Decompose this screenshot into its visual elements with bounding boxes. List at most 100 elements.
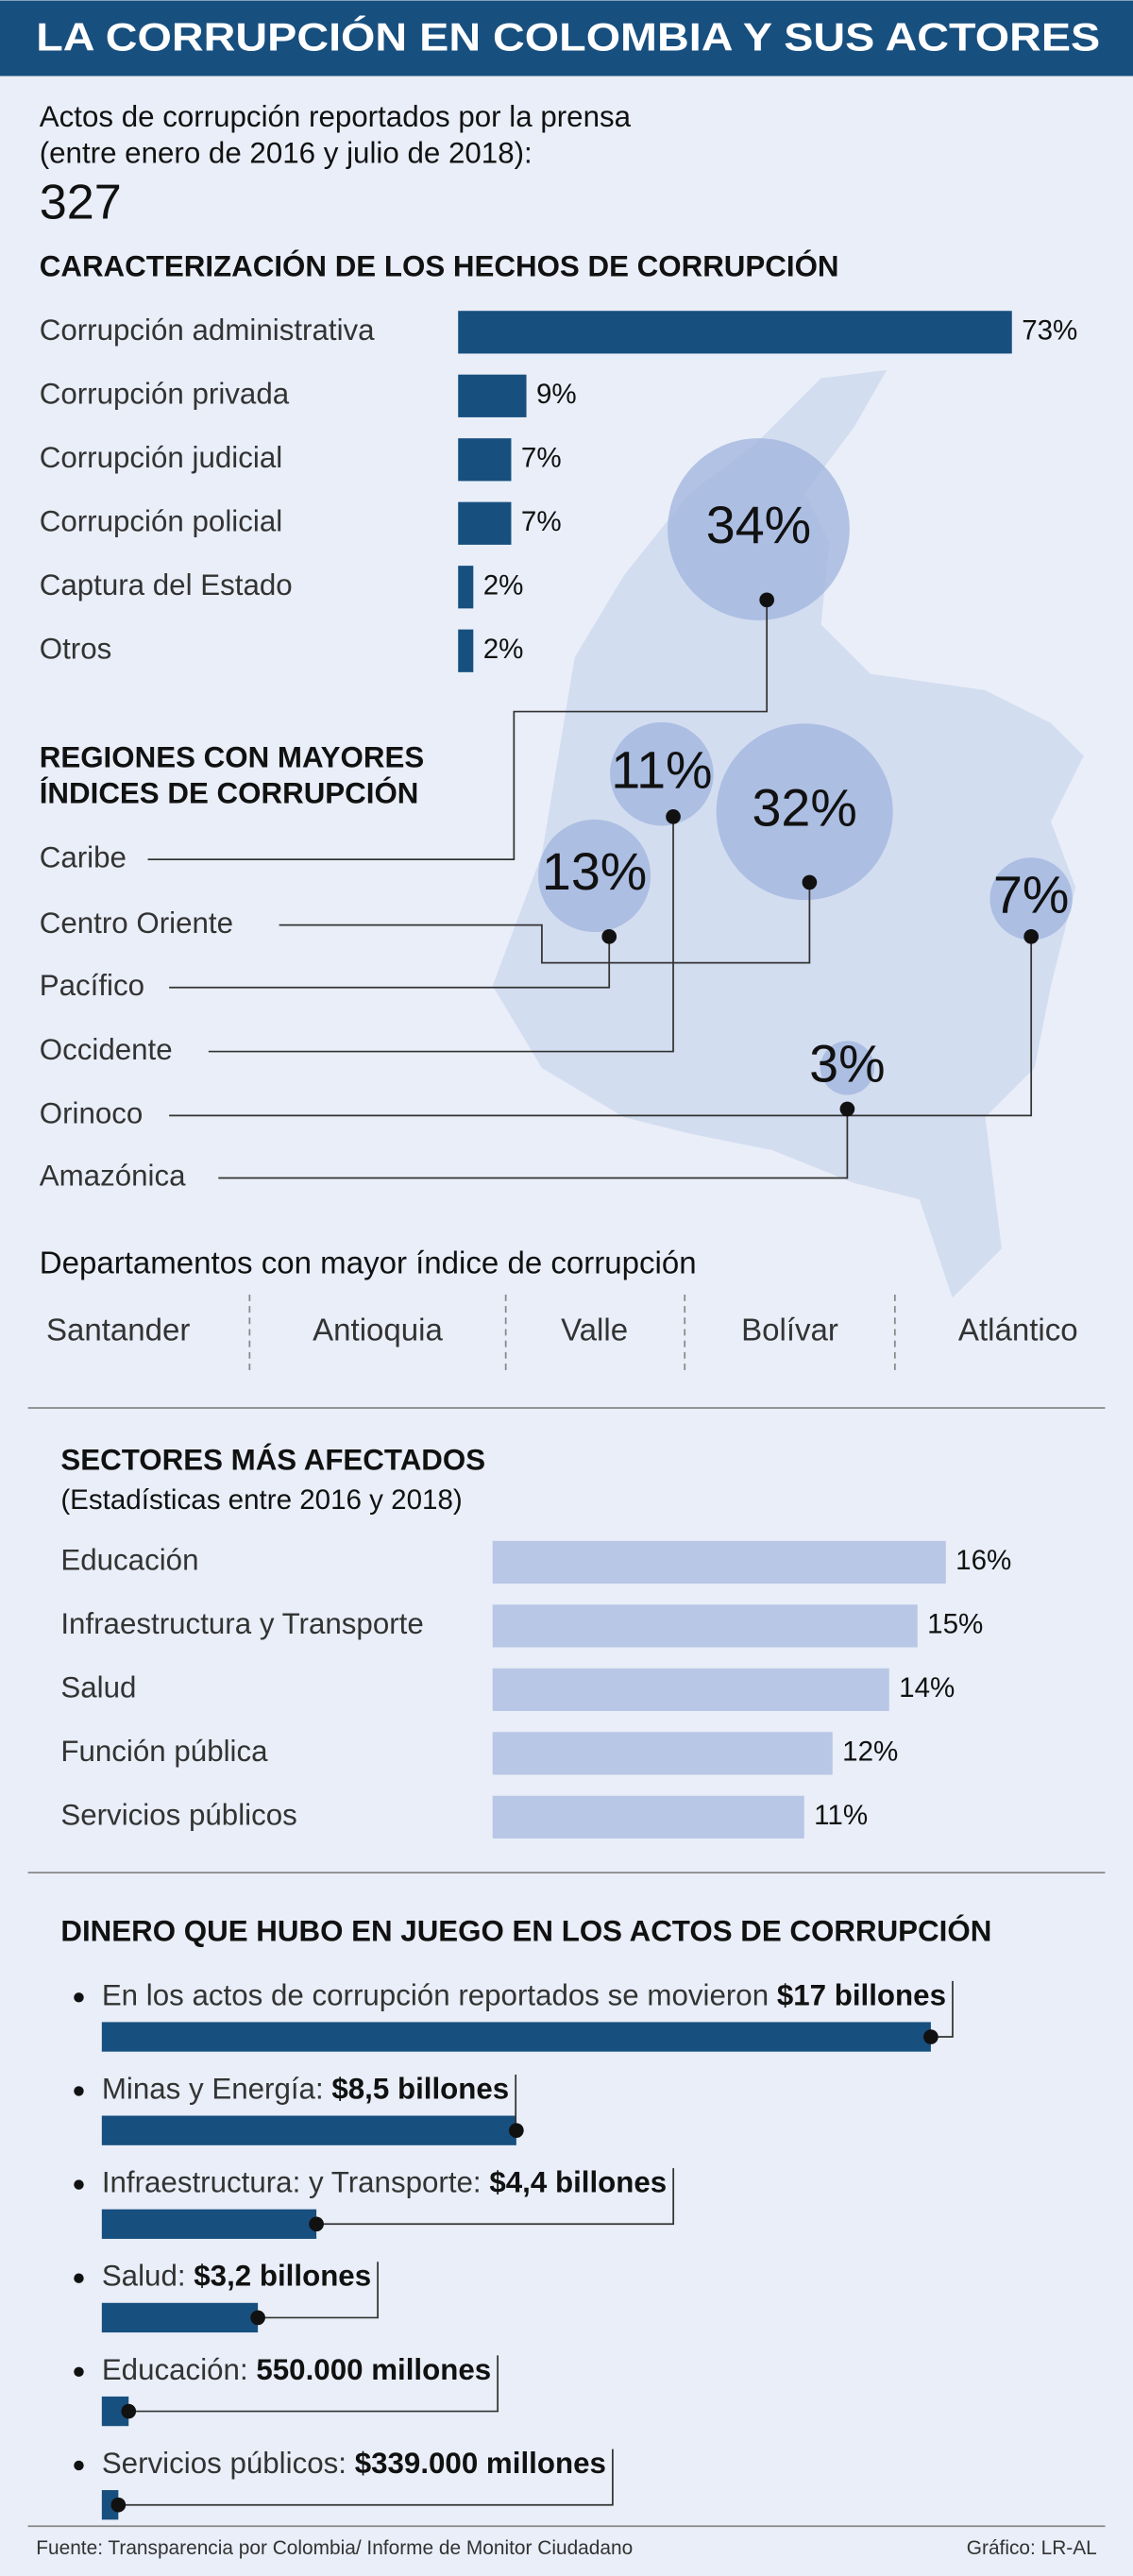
- bar: [492, 1668, 889, 1711]
- bar: [458, 374, 527, 417]
- leader-line: [128, 2355, 499, 2413]
- intro-line: (entre enero de 2016 y julio de 2018):: [40, 136, 533, 169]
- chart-subtitle: (Estadísticas entre 2016 y 2018): [60, 1484, 462, 1516]
- title-bar: [0, 0, 1133, 76]
- intro-total: 327: [40, 176, 122, 230]
- bullet: [74, 2086, 84, 2096]
- chart-title: SECTORES MÁS AFECTADOS: [60, 1444, 485, 1477]
- chart-title: REGIONES CON MAYORES: [40, 740, 425, 773]
- value-label: 9%: [536, 379, 577, 410]
- marker-dot: [666, 809, 681, 824]
- category-label: Orinoco: [40, 1097, 144, 1130]
- category-label: Servicios públicos: [60, 1799, 296, 1832]
- marker-dot: [309, 2216, 324, 2232]
- bar: [492, 1540, 946, 1585]
- item-label: Minas y Energía: $8,5 billones: [102, 2073, 509, 2106]
- bubble: [610, 721, 714, 826]
- marker-dot: [802, 874, 818, 890]
- value-label: $17 billones: [777, 1979, 946, 2012]
- bubble: [668, 438, 850, 620]
- bar: [458, 311, 1012, 354]
- value-label: 11%: [814, 1800, 868, 1831]
- bar: [458, 438, 512, 482]
- intro-line: Actos de corrupción reportados por la pr…: [40, 100, 632, 133]
- value-label: 7%: [521, 506, 562, 537]
- department: Antioquia: [313, 1313, 443, 1348]
- category-label: Infraestructura: y Transporte:: [102, 2166, 482, 2199]
- category-label: Captura del Estado: [40, 568, 293, 602]
- category-label: Educación: [60, 1544, 198, 1577]
- marker-dot: [839, 1101, 855, 1117]
- leader-line: [169, 936, 1033, 1117]
- category-label: Función pública: [60, 1735, 268, 1768]
- category-label: Centro Oriente: [40, 907, 233, 940]
- department: Atlántico: [958, 1313, 1078, 1348]
- marker-dot: [601, 929, 617, 944]
- leader-line: [169, 936, 611, 989]
- leader-line: [118, 2449, 614, 2506]
- category-label: Educación:: [102, 2353, 248, 2386]
- bar: [458, 629, 474, 672]
- bar: [101, 2302, 259, 2333]
- separators: [248, 1294, 896, 1372]
- departments-title: Departamentos con mayor índice de corrup…: [40, 1246, 697, 1280]
- source: Fuente: Transparencia por Colombia/ Info…: [36, 2537, 633, 2559]
- category-label: Corrupción policial: [40, 505, 282, 538]
- bubble: [820, 1041, 875, 1095]
- category-label: Salud: [60, 1671, 136, 1704]
- value-label: 12%: [842, 1737, 898, 1768]
- marker-dot: [1023, 929, 1039, 944]
- category-label: Salud:: [102, 2260, 186, 2293]
- title: LA CORRUPCIÓN EN COLOMBIA Y SUS ACTORES: [36, 13, 1100, 59]
- value-label: 13%: [542, 842, 647, 901]
- leader-line: [279, 882, 811, 964]
- bar: [492, 1604, 918, 1648]
- value-label: $339.000 millones: [355, 2447, 606, 2480]
- bar: [492, 1795, 804, 1839]
- bubble: [989, 857, 1073, 941]
- value-label: 550.000 millones: [256, 2353, 491, 2386]
- department: Bolívar: [741, 1313, 838, 1348]
- leader-line: [208, 816, 674, 1053]
- bar: [458, 566, 474, 609]
- value-label: $3,2 billones: [194, 2260, 371, 2293]
- marker-dot: [121, 2403, 137, 2419]
- department: Valle: [561, 1313, 628, 1348]
- value-label: 2%: [483, 634, 524, 665]
- bar: [458, 501, 512, 545]
- value-label: 7%: [993, 866, 1069, 924]
- marker-dot: [759, 592, 774, 608]
- value-label: 2%: [483, 570, 524, 602]
- item-label: En los actos de corrupción reportados se…: [102, 1979, 946, 2012]
- category-label: Pacífico: [40, 969, 144, 1002]
- marker-dot: [250, 2310, 265, 2326]
- value-label: 16%: [955, 1545, 1011, 1576]
- leader-line: [218, 1109, 849, 1179]
- bar: [492, 1732, 833, 1775]
- leader-line: [147, 600, 769, 860]
- category-label: Corrupción privada: [40, 378, 290, 411]
- bubble: [537, 819, 651, 933]
- item-label: Servicios públicos: $339.000 millones: [102, 2447, 606, 2480]
- bar: [101, 2490, 119, 2520]
- chart-title: DINERO QUE HUBO EN JUEGO EN LOS ACTOS DE…: [60, 1914, 991, 1948]
- category-label: En los actos de corrupción reportados se…: [102, 1979, 769, 2012]
- category-label: Amazónica: [40, 1160, 186, 1193]
- bullet: [74, 2460, 84, 2471]
- value-label: 11%: [611, 740, 712, 799]
- chart-title: ÍNDICES DE CORRUPCIÓN: [40, 776, 419, 810]
- category-label: Servicios públicos:: [102, 2447, 347, 2480]
- value-label: 14%: [899, 1672, 955, 1703]
- category-label: Corrupción judicial: [40, 441, 282, 474]
- category-label: Corrupción administrativa: [40, 314, 375, 347]
- bar: [101, 2022, 931, 2052]
- item-label: Infraestructura: y Transporte: $4,4 bill…: [102, 2166, 667, 2199]
- category-label: Otros: [40, 632, 112, 665]
- category-label: Caribe: [40, 840, 127, 873]
- marker-dot: [110, 2497, 127, 2513]
- category-label: Occidente: [40, 1033, 173, 1066]
- value-label: 3%: [809, 1035, 885, 1093]
- value-label: 7%: [521, 443, 562, 474]
